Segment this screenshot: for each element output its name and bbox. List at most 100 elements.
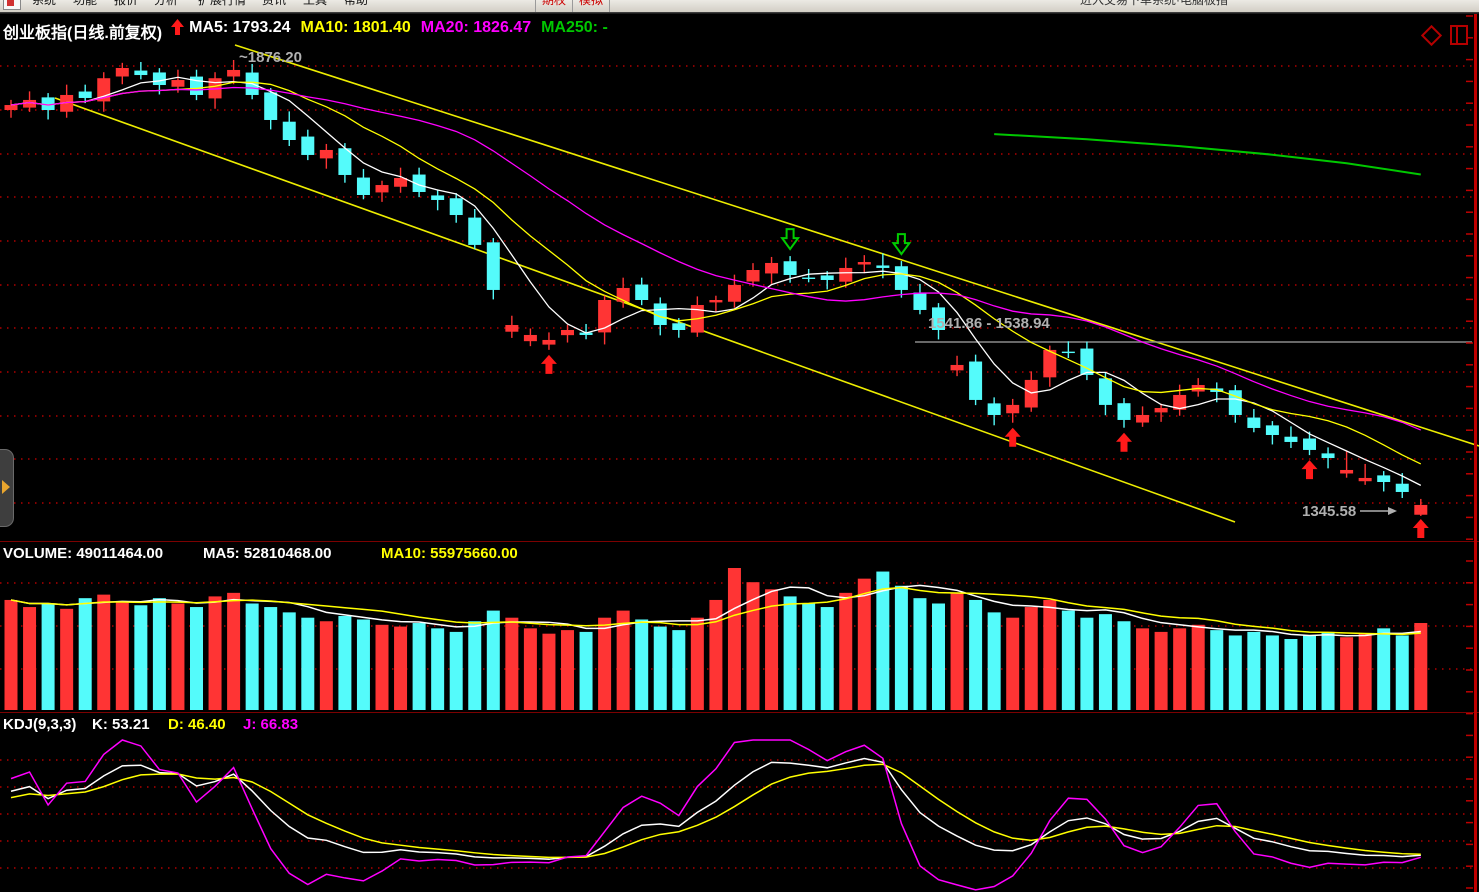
candle [1136, 414, 1150, 423]
ma5-value-label: MA5: 1793.24 [189, 19, 291, 36]
menu-item-simulation[interactable]: 模拟 [572, 0, 610, 12]
menu-item-5[interactable]: 资讯 [262, 0, 287, 7]
candle [1265, 425, 1279, 435]
volume-bar [1414, 623, 1428, 710]
trendline[interactable] [234, 44, 1479, 447]
menu-item-2[interactable]: 报价 [114, 0, 139, 7]
candle [1377, 475, 1391, 483]
buy-signal-arrow-icon [540, 354, 557, 374]
volume-bar [449, 631, 463, 710]
volume-bar [987, 612, 1001, 710]
split-window-icon[interactable] [1450, 25, 1468, 45]
candle [468, 217, 482, 245]
candle [394, 177, 408, 187]
volume-bar [672, 630, 686, 710]
menu-item-1[interactable]: 功能 [73, 0, 98, 7]
kdj-d-label: D: 46.40 [168, 716, 226, 733]
candle [412, 174, 426, 192]
volume-bar [412, 623, 426, 710]
volume-bar [523, 628, 537, 710]
volume-bar [561, 630, 574, 710]
candle [542, 339, 556, 345]
volume-bar [1358, 633, 1372, 710]
volume-bar [1210, 630, 1224, 710]
sidebar-expander-tab[interactable] [0, 449, 14, 527]
volume-bar [1173, 628, 1187, 710]
candle [820, 275, 834, 280]
volume-bar [245, 603, 259, 710]
volume-bar [969, 599, 983, 710]
candle [950, 364, 964, 371]
volume-bar [1395, 635, 1409, 710]
ma250-value-label: MA250: - [541, 19, 608, 36]
volume-bar [913, 598, 927, 710]
candle [431, 195, 445, 200]
volume-bar [616, 610, 630, 710]
volume-bar [1340, 637, 1354, 710]
volume-bar [1024, 607, 1038, 710]
candle [746, 270, 760, 282]
volume-bar [1284, 639, 1298, 710]
app-icon [3, 0, 21, 10]
volume-bar [468, 621, 482, 710]
volume-bar [190, 607, 203, 710]
trade-entry-link[interactable]: 进入交易下单系统·电脑板指 [1080, 0, 1228, 7]
candle [1321, 453, 1335, 459]
candle [1098, 378, 1112, 405]
volume-bar [152, 598, 166, 710]
candle [356, 177, 370, 195]
candle [1024, 379, 1038, 408]
volume-bar [282, 612, 296, 710]
candle [264, 92, 278, 120]
candle [1340, 469, 1354, 474]
candle [1414, 504, 1428, 515]
candle [227, 69, 241, 77]
candle [635, 284, 649, 301]
volume-bar [23, 607, 37, 710]
volume-bar [783, 596, 797, 710]
candle [1117, 403, 1131, 420]
volume-kdj-divider [0, 712, 1479, 713]
candle [1006, 404, 1020, 414]
candle [1358, 477, 1372, 482]
candle [1154, 408, 1168, 413]
menu-item-7[interactable]: 帮助 [344, 0, 369, 7]
menu-item-4[interactable]: 扩展行情 [198, 0, 247, 7]
volume-bar [1303, 635, 1316, 710]
main-volume-divider [0, 541, 1479, 542]
ma20-value-label: MA20: 1826.47 [420, 19, 532, 36]
volume-bar [635, 619, 649, 710]
volume-bar [115, 601, 129, 710]
menu-item-options[interactable]: 期权 [535, 0, 573, 12]
volume-bar [1228, 635, 1242, 710]
menu-item-6[interactable]: 工具 [303, 0, 328, 7]
candle [839, 267, 853, 282]
volume-bar [394, 626, 408, 710]
candle [1395, 483, 1409, 492]
candle [598, 300, 612, 333]
candle [319, 149, 333, 159]
candle [115, 67, 129, 77]
volume-bar [746, 582, 760, 710]
menu-item-options-label: 期权 [542, 0, 567, 7]
menu-item-0[interactable]: 系统 [32, 0, 57, 7]
menu-item-simulation-label: 模拟 [579, 0, 604, 7]
volume-bar [653, 626, 667, 710]
volume-bar [876, 571, 890, 710]
candle [338, 148, 352, 175]
volume-bar [60, 608, 74, 710]
volume-bar [4, 599, 18, 710]
menu-item-3[interactable]: 分析 [154, 0, 179, 7]
sell-signal-arrow-icon [891, 233, 912, 256]
candle [171, 80, 185, 87]
volume-bar [579, 631, 593, 710]
up-trend-arrow-icon [170, 19, 185, 35]
buy-signal-arrow-icon [1004, 427, 1021, 447]
volume-bar [1043, 599, 1057, 710]
candle [449, 198, 463, 216]
volume-bar [41, 603, 55, 710]
kdj-j-label: J: 66.83 [243, 716, 299, 733]
volume-bar [765, 589, 779, 710]
